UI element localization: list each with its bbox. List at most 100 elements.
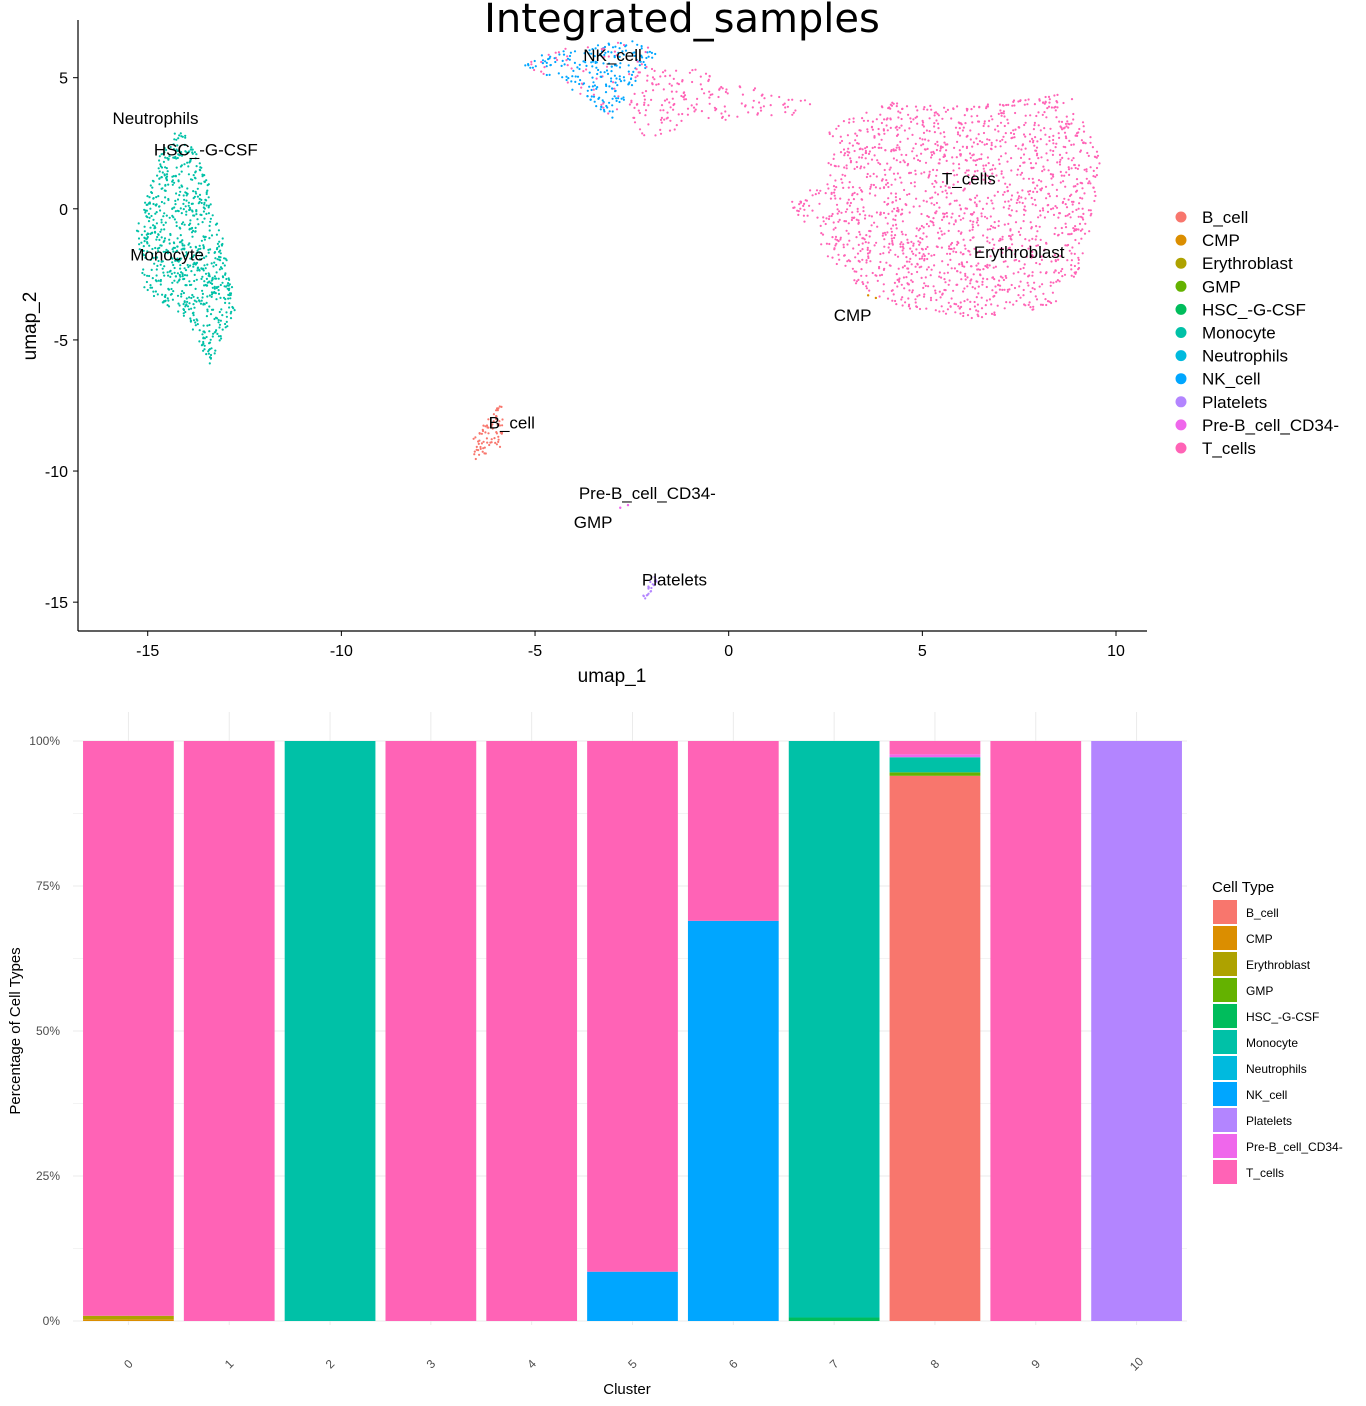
bar-segment-erythroblast <box>83 1315 174 1320</box>
umap-point <box>724 90 728 94</box>
umap-point <box>603 110 606 113</box>
umap-point <box>975 205 978 208</box>
umap-point <box>181 135 184 138</box>
umap-point <box>219 283 222 287</box>
umap-point <box>972 211 976 214</box>
umap-point <box>583 52 586 55</box>
umap-point <box>1022 288 1025 292</box>
umap-point <box>961 264 964 268</box>
umap-point <box>203 348 206 351</box>
umap-point <box>1021 201 1024 205</box>
umap-point <box>627 70 630 73</box>
umap-point <box>144 201 147 204</box>
umap-point <box>914 298 917 301</box>
umap-point <box>709 93 712 96</box>
umap-point <box>201 173 204 176</box>
umap-point <box>830 214 833 218</box>
umap-point <box>937 122 940 125</box>
umap-point <box>152 294 156 298</box>
umap-point <box>586 46 590 49</box>
umap-point <box>961 129 965 132</box>
umap-point <box>1022 177 1025 180</box>
umap-point <box>992 295 995 298</box>
umap-point <box>954 220 957 223</box>
umap-point <box>553 57 556 60</box>
umap-point <box>1018 285 1021 288</box>
umap-point <box>740 102 743 105</box>
umap-point <box>1002 193 1005 196</box>
umap-point <box>887 107 890 110</box>
umap-point <box>882 290 885 293</box>
umap-point <box>548 73 551 76</box>
umap-point <box>566 57 570 60</box>
umap-point <box>936 144 939 147</box>
umap-point <box>1056 106 1059 109</box>
umap-point <box>179 207 182 210</box>
umap-point <box>893 207 896 210</box>
umap-point <box>1059 170 1062 173</box>
umap-label-cmp: CMP <box>834 306 872 325</box>
umap-cluster-b-cell-4 <box>472 405 504 461</box>
umap-point <box>901 249 904 252</box>
umap-point <box>976 114 979 117</box>
umap-point <box>597 68 600 72</box>
umap-point <box>172 263 175 267</box>
umap-point <box>955 243 959 246</box>
umap-point <box>225 311 228 314</box>
umap-point <box>492 413 495 416</box>
umap-point <box>603 71 606 74</box>
umap-point <box>187 265 190 269</box>
umap-point <box>968 152 972 155</box>
umap-point <box>934 191 937 194</box>
umap-point <box>1013 253 1017 256</box>
umap-point <box>1000 112 1003 115</box>
umap-point <box>804 199 807 202</box>
umap-point <box>927 176 930 179</box>
umap-point <box>1029 189 1032 193</box>
umap-point <box>922 108 925 111</box>
umap-point <box>1088 230 1091 233</box>
umap-point <box>175 148 178 151</box>
umap-point <box>164 221 167 224</box>
umap-point <box>865 285 868 288</box>
umap-point <box>213 261 216 264</box>
umap-point <box>1047 105 1051 108</box>
umap-point <box>1083 232 1087 235</box>
umap-point <box>885 179 888 182</box>
umap-point <box>889 107 892 110</box>
umap-point <box>948 203 951 206</box>
umap-point <box>883 168 886 172</box>
umap-point <box>699 83 702 86</box>
umap-point <box>1081 252 1084 255</box>
umap-point <box>182 208 185 211</box>
umap-point <box>846 201 849 204</box>
umap-point <box>901 208 904 211</box>
umap-point <box>969 279 972 282</box>
umap-point <box>959 218 962 221</box>
umap-point <box>1019 296 1022 299</box>
umap-point <box>866 281 869 284</box>
umap-point <box>633 121 637 124</box>
umap-point <box>1074 272 1077 275</box>
umap-point <box>204 272 208 275</box>
bar-segment-hsc-g-csf <box>788 1317 880 1321</box>
umap-point <box>1070 274 1073 277</box>
umap-point <box>949 247 952 251</box>
umap-point <box>934 142 937 146</box>
umap-point <box>958 214 961 218</box>
umap-point <box>180 184 183 187</box>
umap-legend-label-gmp: GMP <box>1202 277 1241 296</box>
umap-cluster-t-cells-3 <box>791 93 1101 320</box>
umap-point <box>1004 132 1007 135</box>
umap-point <box>1031 237 1034 240</box>
umap-point <box>650 67 654 71</box>
umap-point <box>474 436 477 439</box>
umap-point <box>638 128 642 131</box>
umap-point <box>917 240 920 243</box>
umap-panel: Integrated_samples NK_cellNeutrophilsHSC… <box>20 0 1339 687</box>
umap-point <box>946 308 950 311</box>
umap-point <box>208 330 211 333</box>
umap-x-axis-title: umap_1 <box>578 666 647 687</box>
umap-point <box>1005 276 1008 279</box>
umap-point <box>944 184 947 188</box>
